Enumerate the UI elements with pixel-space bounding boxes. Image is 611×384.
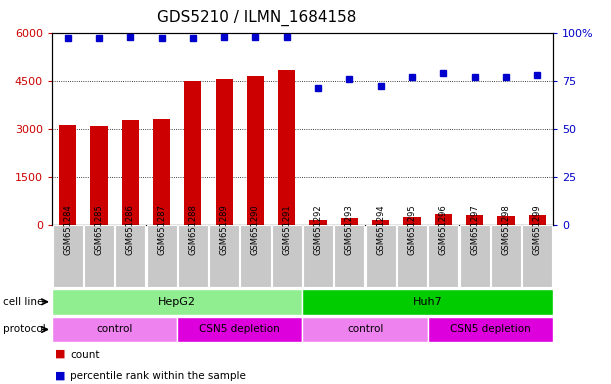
Bar — [459, 225, 489, 287]
Bar — [272, 225, 302, 287]
Text: GSM651290: GSM651290 — [251, 204, 260, 255]
Text: ■: ■ — [55, 370, 65, 380]
Text: GSM651284: GSM651284 — [63, 204, 72, 255]
Text: GSM651288: GSM651288 — [188, 204, 197, 255]
Text: HepG2: HepG2 — [158, 297, 196, 307]
Text: control: control — [347, 324, 383, 334]
Text: GSM651298: GSM651298 — [502, 204, 510, 255]
Bar — [52, 289, 302, 314]
Bar — [185, 81, 202, 225]
Text: control: control — [97, 324, 133, 334]
Text: GSM651295: GSM651295 — [408, 204, 417, 255]
Bar — [153, 119, 170, 225]
Bar — [178, 225, 208, 287]
Bar — [372, 220, 389, 225]
Text: count: count — [70, 350, 100, 360]
Bar — [278, 70, 295, 225]
Bar — [310, 220, 327, 225]
Bar — [522, 225, 552, 287]
Bar — [366, 225, 396, 287]
Bar — [491, 225, 521, 287]
Text: GSM651294: GSM651294 — [376, 204, 385, 255]
Bar — [52, 317, 177, 342]
Bar — [53, 225, 82, 287]
Text: GSM651287: GSM651287 — [157, 204, 166, 255]
Bar — [216, 79, 233, 225]
Bar — [241, 225, 271, 287]
Bar — [403, 217, 420, 225]
Text: cell line: cell line — [3, 297, 43, 307]
Bar — [428, 225, 458, 287]
Text: GSM651292: GSM651292 — [313, 204, 323, 255]
Text: GSM651286: GSM651286 — [126, 204, 134, 255]
Text: CSN5 depletion: CSN5 depletion — [450, 324, 531, 334]
Bar — [428, 317, 553, 342]
Bar — [466, 215, 483, 225]
Bar — [177, 317, 302, 342]
Bar — [84, 225, 114, 287]
Text: CSN5 depletion: CSN5 depletion — [199, 324, 280, 334]
Bar — [147, 225, 177, 287]
Bar — [341, 218, 358, 225]
Bar — [302, 317, 428, 342]
Text: GSM651289: GSM651289 — [220, 204, 229, 255]
Text: protocol: protocol — [3, 324, 46, 334]
Text: GDS5210 / ILMN_1684158: GDS5210 / ILMN_1684158 — [157, 10, 356, 26]
Bar — [497, 216, 514, 225]
Text: GSM651299: GSM651299 — [533, 204, 542, 255]
Bar — [59, 126, 76, 225]
Bar — [90, 126, 108, 225]
Text: GSM651285: GSM651285 — [95, 204, 103, 255]
Bar — [303, 225, 333, 287]
Bar — [115, 225, 145, 287]
Bar — [302, 289, 553, 314]
Bar — [247, 76, 264, 225]
Text: GSM651291: GSM651291 — [282, 204, 291, 255]
Bar — [334, 225, 364, 287]
Text: percentile rank within the sample: percentile rank within the sample — [70, 371, 246, 381]
Bar — [397, 225, 427, 287]
Text: ■: ■ — [55, 349, 65, 359]
Text: GSM651296: GSM651296 — [439, 204, 448, 255]
Bar — [122, 120, 139, 225]
Text: Huh7: Huh7 — [413, 297, 442, 307]
Bar — [435, 214, 452, 225]
Text: GSM651297: GSM651297 — [470, 204, 479, 255]
Bar — [209, 225, 239, 287]
Text: GSM651293: GSM651293 — [345, 204, 354, 255]
Bar — [529, 215, 546, 225]
